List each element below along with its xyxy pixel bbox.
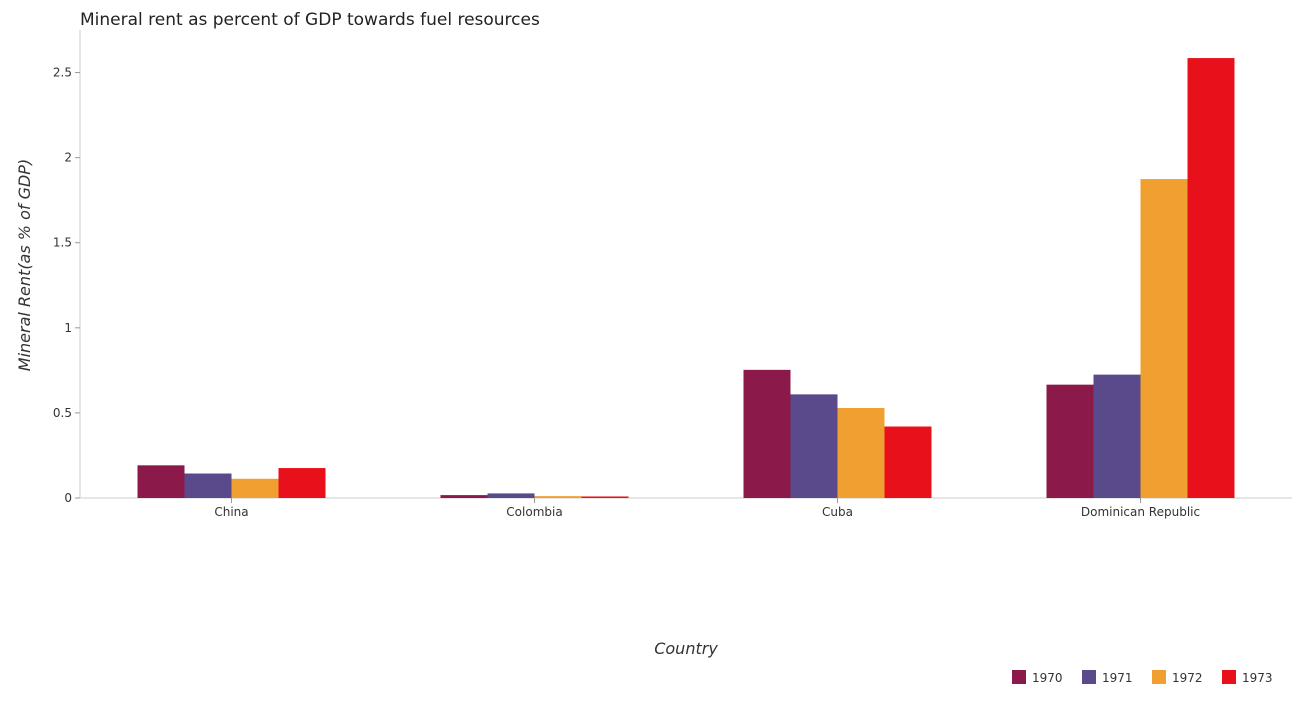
- legend: 1970 1971 1972 1973: [1012, 670, 1273, 685]
- bar-1972-colombia: [534, 496, 582, 498]
- x-tick-label: Cuba: [822, 505, 853, 519]
- legend-label-1970: 1970: [1032, 671, 1063, 685]
- legend-swatch-1972: [1152, 670, 1166, 684]
- bar-1973-china: [278, 468, 326, 498]
- x-tick-label: Colombia: [506, 505, 562, 519]
- bar-1970-cuba: [743, 369, 791, 498]
- legend-label-1973: 1973: [1242, 671, 1273, 685]
- bar-1972-china: [231, 478, 279, 498]
- x-axis-label: Country: [654, 639, 718, 658]
- y-tick-label: 1.5: [53, 236, 72, 250]
- x-tick-label: Dominican Republic: [1081, 505, 1200, 519]
- chart-title: Mineral rent as percent of GDP towards f…: [80, 10, 540, 30]
- bar-1971-dominican-republic: [1093, 374, 1141, 498]
- bar-1970-colombia: [440, 495, 488, 498]
- bar-1973-colombia: [581, 496, 629, 498]
- bar-1971-china: [184, 473, 232, 498]
- y-axis-label: Mineral Rent(as % of GDP): [15, 159, 34, 371]
- y-tick-label: 2.5: [53, 66, 72, 80]
- bars: [137, 58, 1235, 498]
- bar-1970-dominican-republic: [1046, 384, 1094, 498]
- legend-swatch-1970: [1012, 670, 1026, 684]
- bar-1972-cuba: [837, 407, 885, 498]
- bar-1971-colombia: [487, 493, 535, 498]
- y-tick-label: 1: [64, 321, 72, 335]
- y-tick-label: 0: [64, 491, 72, 505]
- legend-label-1972: 1972: [1172, 671, 1203, 685]
- y-tick-label: 0.5: [53, 406, 72, 420]
- legend-swatch-1973: [1222, 670, 1236, 684]
- bar-1973-dominican-republic: [1187, 58, 1235, 498]
- x-tick-label: China: [214, 505, 248, 519]
- bar-1971-cuba: [790, 394, 838, 498]
- legend-label-1971: 1971: [1102, 671, 1133, 685]
- legend-swatch-1971: [1082, 670, 1096, 684]
- bar-1972-dominican-republic: [1140, 179, 1188, 498]
- y-tick-label: 2: [64, 151, 72, 165]
- bar-1970-china: [137, 465, 185, 498]
- x-ticks: China Colombia Cuba Dominican Republic: [214, 498, 1200, 519]
- y-ticks: 0 0.5 1 1.5 2 2.5: [53, 66, 80, 505]
- bar-1973-cuba: [884, 426, 932, 498]
